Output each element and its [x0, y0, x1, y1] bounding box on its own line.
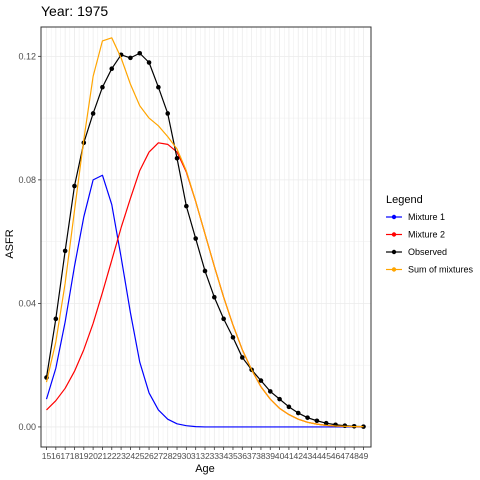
x-tick-label: 24	[126, 451, 136, 461]
data-point-observed	[267, 389, 273, 394]
x-tick-label: 25	[135, 451, 145, 461]
x-tick-label: 31	[191, 451, 201, 461]
x-tick-label: 42	[293, 451, 303, 461]
data-point-observed	[128, 55, 133, 61]
x-axis-title: Age	[195, 463, 215, 475]
x-tick-label: 46	[331, 451, 341, 461]
y-axis-title: ASFR	[4, 229, 16, 258]
data-point-observed	[314, 418, 320, 424]
legend-key-point-sum-of-mixtures	[391, 267, 397, 272]
data-point-observed	[323, 420, 329, 426]
x-tick-label: 28	[163, 451, 173, 461]
x-tick-label: 32	[200, 451, 210, 461]
series-line-sum-of-mixtures	[45, 37, 364, 428]
data-point-observed	[295, 410, 301, 416]
legend-label-mixture-1: Mixture 1	[408, 212, 445, 222]
data-point-observed	[258, 378, 264, 383]
x-tick-label: 47	[340, 451, 350, 461]
data-point-observed	[239, 355, 245, 360]
series-line-mixture-1	[45, 174, 364, 428]
data-point-observed	[90, 111, 96, 116]
data-point-observed	[212, 294, 217, 300]
x-tick-label: 23	[116, 451, 126, 461]
x-tick-label: 17	[60, 451, 70, 461]
x-tick-label: 37	[247, 451, 257, 461]
data-point-observed	[146, 60, 152, 65]
x-tick-label: 35	[228, 451, 238, 461]
grid-lines	[41, 27, 371, 447]
x-tick-label: 48	[349, 451, 359, 461]
x-tick-label: 39	[265, 451, 275, 461]
plot-border	[40, 26, 372, 448]
data-point-observed	[137, 50, 143, 56]
legend: Legend Mixture 1 Mixture 2 Observed Sum of …	[386, 194, 474, 275]
legend-label-sum-of-mixtures: Sum of mixtures	[408, 265, 474, 275]
x-tick-label: 34	[219, 451, 229, 461]
x-tick-label: 19	[79, 451, 89, 461]
x-tick-label: 16	[51, 451, 61, 461]
x-tick-label: 44	[312, 451, 322, 461]
y-tick-label: 0.08	[18, 175, 36, 185]
y-axis-ticks: 0.00 0.04 0.08 0.12	[18, 51, 41, 432]
y-tick-label: 0.00	[18, 422, 36, 432]
x-tick-label: 21	[98, 451, 108, 461]
data-point-observed	[184, 203, 189, 209]
legend-label-observed: Observed	[408, 247, 447, 257]
data-point-observed	[193, 236, 198, 241]
legend-title: Legend	[386, 194, 423, 206]
x-tick-label: 30	[182, 451, 192, 461]
legend-label-mixture-2: Mixture 2	[408, 230, 445, 240]
x-tick-label: 20	[88, 451, 98, 461]
y-tick-label: 0.12	[18, 51, 36, 61]
data-point-observed	[100, 84, 105, 90]
x-tick-label: 26	[144, 451, 154, 461]
legend-key-point-mixture-1	[391, 214, 397, 220]
series-group	[44, 37, 366, 429]
x-tick-label: 33	[210, 451, 220, 461]
x-tick-label: 36	[238, 451, 248, 461]
data-point-observed	[165, 111, 171, 116]
data-point-observed	[62, 248, 68, 254]
x-axis-ticks: 15 16 17 18 19 20 21 22 23 24 25 26 27 28 29 30 31 32 33 34…	[42, 447, 369, 461]
x-tick-label: 22	[107, 451, 117, 461]
x-tick-label: 27	[154, 451, 164, 461]
data-point-observed	[277, 396, 282, 402]
data-point-observed	[202, 268, 208, 274]
y-tick-label: 0.04	[18, 298, 36, 308]
data-point-observed	[72, 183, 77, 189]
x-tick-label: 38	[256, 451, 266, 461]
data-point-observed	[53, 316, 59, 322]
x-tick-label: 18	[70, 451, 80, 461]
x-tick-label: 40	[275, 451, 285, 461]
data-point-observed	[305, 415, 310, 420]
x-tick-label: 45	[321, 451, 331, 461]
x-tick-label: 41	[284, 451, 294, 461]
x-tick-label: 29	[172, 451, 182, 461]
x-tick-label: 49	[359, 451, 369, 461]
x-tick-label: 43	[303, 451, 313, 461]
data-point-observed	[156, 84, 161, 90]
data-point-observed	[174, 155, 180, 161]
legend-key-point-mixture-2	[391, 232, 397, 237]
data-point-observed	[221, 316, 226, 322]
data-point-observed	[109, 66, 115, 71]
x-tick-label: 15	[42, 451, 52, 461]
data-point-observed	[286, 404, 292, 410]
legend-key-point-observed	[391, 249, 397, 255]
data-point-observed	[230, 335, 236, 340]
chart-title: Year: 1975	[41, 3, 108, 19]
